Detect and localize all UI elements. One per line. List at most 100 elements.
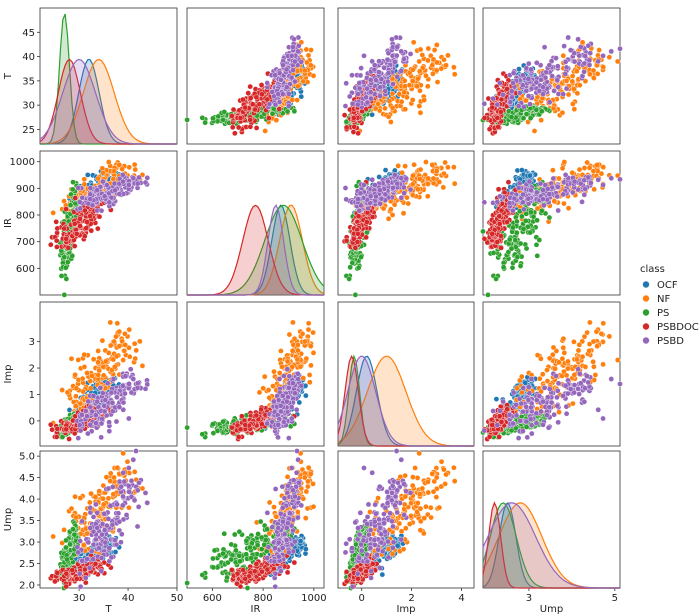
point-OCF: [66, 407, 73, 413]
panel-Ump-Imp: [337, 450, 475, 589]
point-PSBDOC: [355, 230, 361, 237]
point-NF: [308, 62, 314, 69]
point-PSBD: [390, 81, 396, 87]
point-PSBD: [98, 207, 105, 214]
point-PSBD: [494, 199, 501, 205]
point-NF: [560, 52, 567, 59]
point-PS: [500, 264, 507, 271]
point-NF: [561, 200, 567, 207]
ylabel-T: T: [3, 72, 14, 80]
point-PS: [508, 114, 515, 120]
point-NF: [132, 355, 139, 362]
point-PSBD: [136, 174, 142, 181]
point-NF: [72, 372, 78, 378]
point-PSBD: [540, 84, 546, 91]
point-PSBD: [373, 193, 379, 200]
point-PSBDOC: [81, 233, 88, 239]
point-PSBD: [398, 194, 405, 201]
point-NF: [402, 106, 409, 112]
point-PSBD: [377, 84, 383, 91]
point-PSBD: [520, 191, 526, 198]
point-PS: [346, 276, 352, 282]
point-PSBDOC: [504, 219, 510, 225]
point-NF: [445, 164, 451, 171]
point-PSBDOC: [242, 104, 249, 111]
point-PSBDOC: [47, 241, 54, 248]
point-NF: [591, 186, 597, 193]
point-NF: [116, 162, 123, 168]
point-PSBD: [394, 74, 401, 80]
panel-IR-IR: [186, 150, 325, 296]
point-PSBD: [355, 91, 361, 97]
point-NF: [105, 159, 112, 165]
point-PSBD: [511, 195, 518, 202]
scatter-Imp-vs-T: [47, 319, 151, 442]
point-NF: [561, 159, 568, 165]
point-PS: [69, 186, 76, 193]
point-PSBD: [101, 193, 108, 200]
point-NF: [417, 109, 424, 116]
point-NF: [590, 168, 597, 174]
panels: 2530354045T6007008009001000IR0123Imp2.02…: [3, 7, 623, 615]
point-PSBD: [515, 103, 522, 109]
point-PSBD: [562, 172, 569, 178]
point-PSBDOC: [229, 113, 235, 119]
point-PSBD: [356, 207, 363, 214]
point-PSBD: [358, 65, 364, 71]
point-NF: [401, 89, 407, 96]
point-NF: [75, 357, 82, 363]
point-PSBDOC: [498, 96, 505, 103]
point-NF: [416, 176, 423, 182]
point-NF: [434, 79, 441, 85]
point-PSBD: [401, 184, 407, 191]
point-NF: [445, 52, 451, 59]
point-PS: [517, 263, 524, 269]
point-NF: [416, 58, 422, 65]
point-PSBD: [142, 179, 149, 186]
point-PSBDOC: [355, 130, 361, 137]
point-PSBD: [581, 69, 587, 75]
point-NF: [442, 159, 448, 166]
point-PSBDOC: [504, 86, 510, 92]
point-PS: [534, 253, 541, 259]
point-NF: [81, 176, 88, 183]
scatter-IR-vs-Imp: [341, 159, 458, 298]
point-NF: [596, 47, 602, 53]
point-NF: [565, 205, 572, 211]
point-PSBD: [585, 42, 592, 49]
point-NF: [425, 175, 432, 182]
point-PSBD: [575, 36, 581, 43]
ytick-label: 40: [22, 52, 35, 63]
point-PSBDOC: [350, 235, 357, 242]
point-PSBD: [389, 36, 395, 43]
point-NF: [398, 98, 405, 105]
ylabel-IR: IR: [3, 218, 14, 228]
point-PSBDOC: [82, 207, 88, 214]
ytick-label: 25: [22, 125, 35, 136]
point-PSBD: [490, 95, 496, 102]
point-NF: [95, 359, 101, 366]
point-NF: [114, 320, 121, 327]
ytick-label: 5.0: [19, 452, 35, 463]
point-PSBDOC: [240, 96, 246, 103]
point-PSBDOC: [256, 101, 263, 108]
point-PS: [485, 292, 491, 298]
point-NF: [440, 184, 447, 191]
point-NF: [570, 101, 576, 107]
point-PSBDOC: [61, 225, 68, 232]
point-PSBD: [540, 91, 546, 97]
point-NF: [116, 343, 123, 349]
point-NF: [556, 175, 562, 182]
point-NF: [417, 46, 424, 53]
point-PS: [509, 264, 516, 271]
point-PSBD: [563, 64, 570, 71]
point-PSBD: [291, 36, 297, 43]
point-NF: [389, 105, 396, 111]
point-PS: [61, 292, 68, 298]
point-NF: [305, 52, 312, 59]
point-PSBD: [560, 91, 567, 97]
xlabel-T: T: [104, 604, 112, 615]
point-PSBD: [510, 70, 517, 76]
point-PS: [512, 237, 518, 243]
point-NF: [424, 83, 431, 90]
